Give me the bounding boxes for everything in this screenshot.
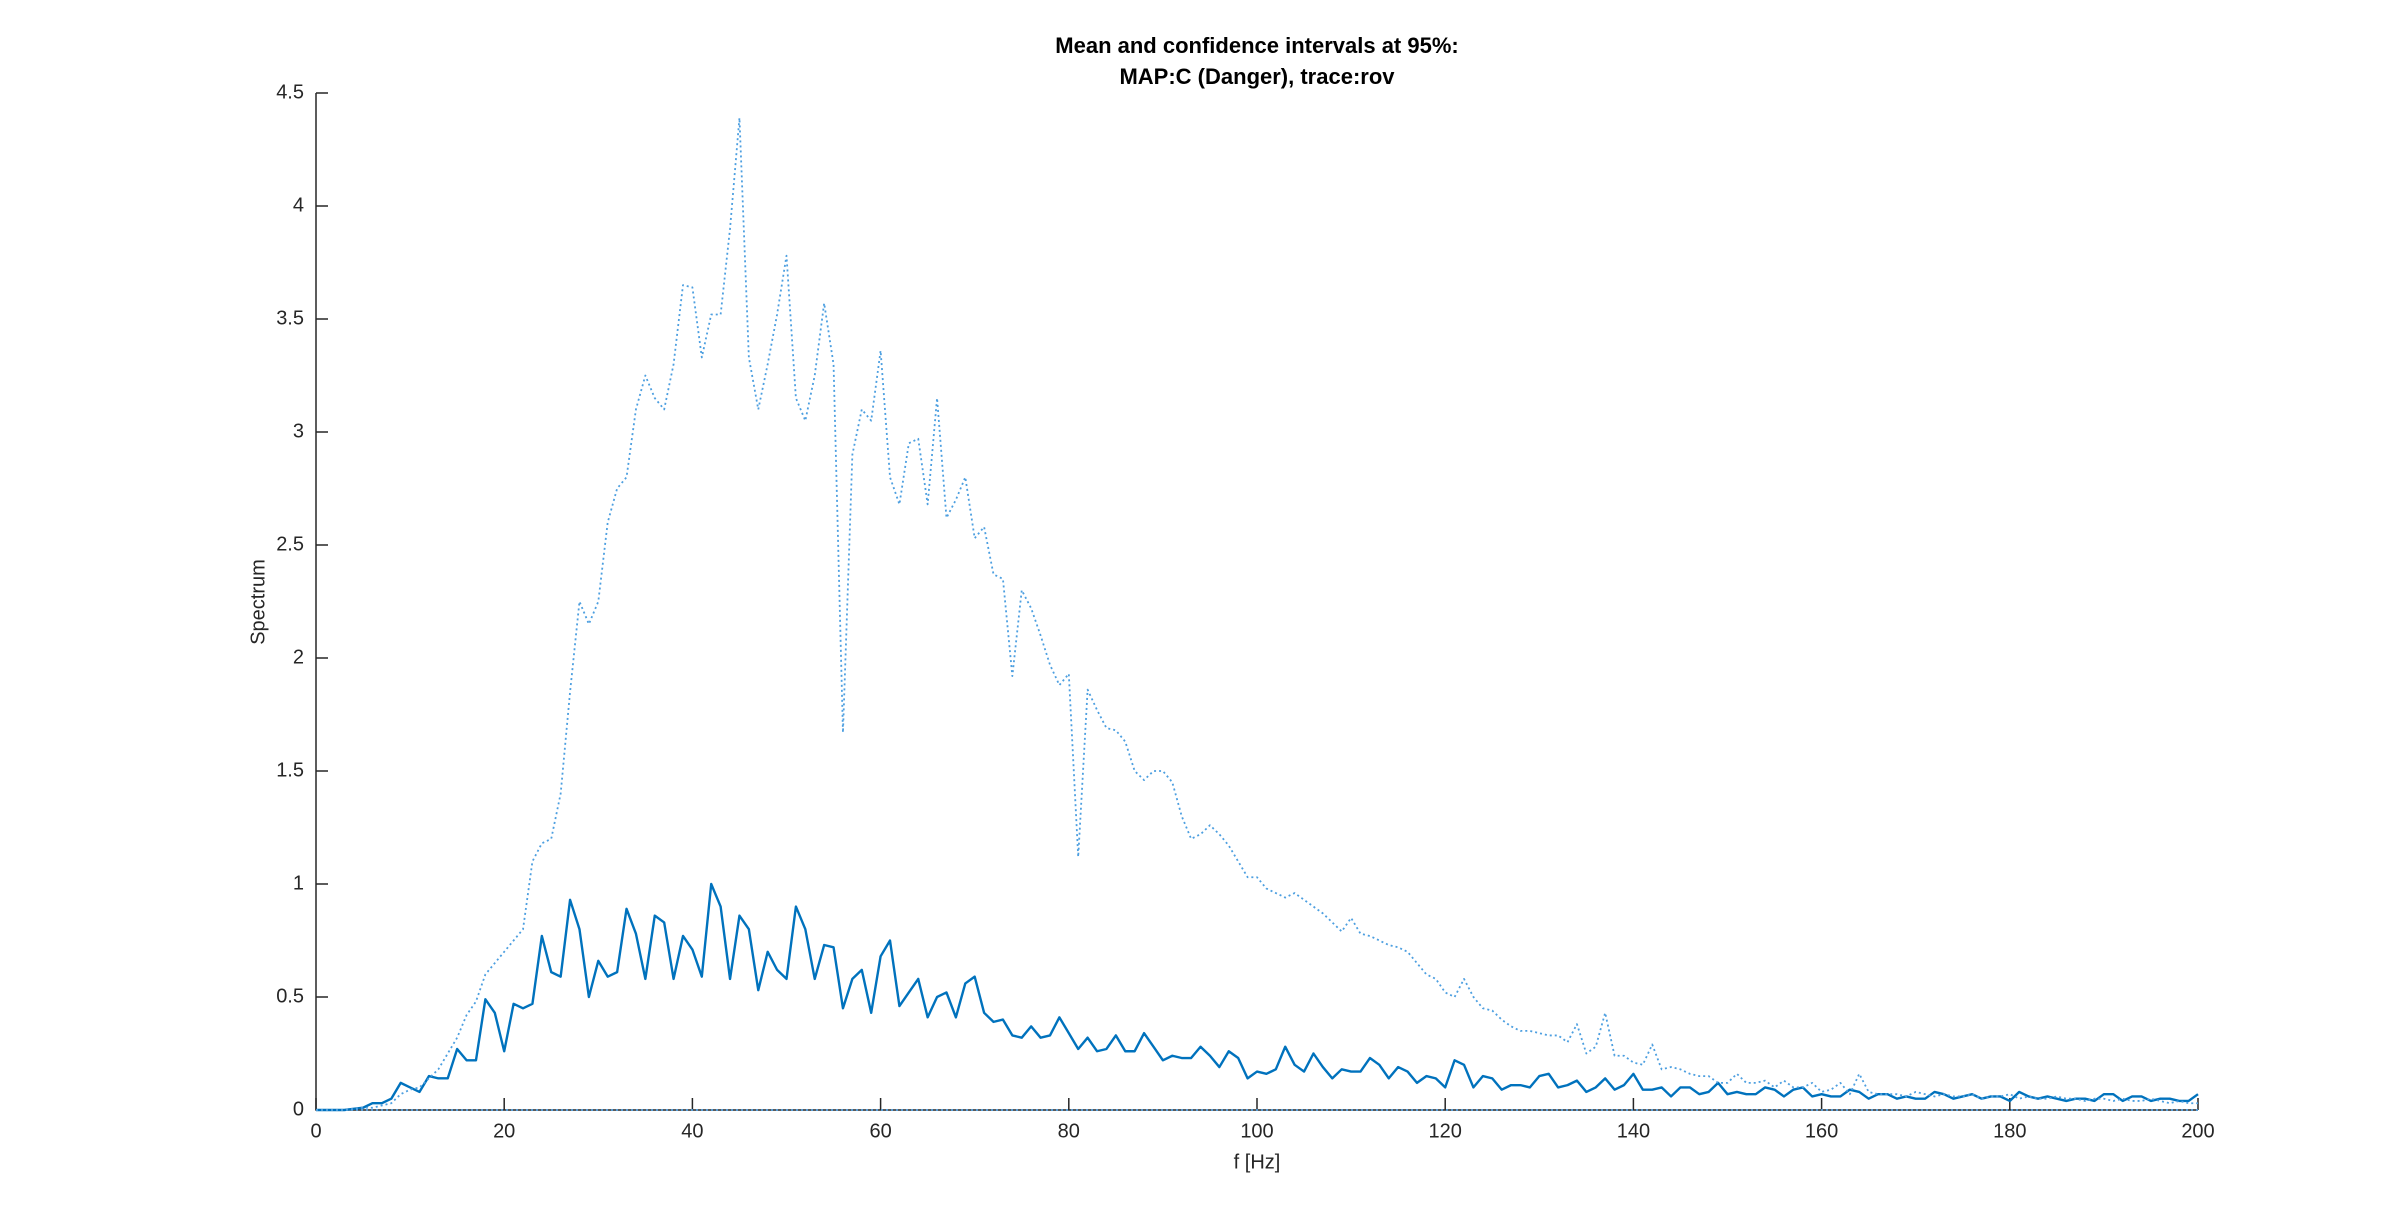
x-tick-label: 200 (2181, 1120, 2214, 1142)
y-tick-label: 4 (293, 194, 304, 216)
y-tick-label: 4.5 (276, 81, 304, 103)
confidence-line (316, 116, 2198, 1111)
y-tick-label: 1 (293, 872, 304, 894)
chart-title: Mean and confidence intervals at 95%: (1055, 33, 1458, 58)
x-axis-label: f [Hz] (1234, 1151, 1281, 1173)
y-tick-label: 0 (293, 1098, 304, 1120)
x-tick-label: 0 (310, 1120, 321, 1142)
y-tick-label: 3.5 (276, 307, 304, 329)
chart-subtitle: MAP:C (Danger), trace:rov (1119, 64, 1395, 89)
x-tick-label: 120 (1429, 1120, 1462, 1142)
x-tick-label: 140 (1617, 1120, 1650, 1142)
x-tick-label: 40 (681, 1120, 703, 1142)
x-tick-label: 180 (1993, 1120, 2026, 1142)
x-tick-label: 100 (1240, 1120, 1273, 1142)
mean-line (316, 882, 2199, 1112)
x-tick-label: 160 (1805, 1120, 1838, 1142)
y-tick-label: 2 (293, 646, 304, 668)
x-tick-label: 80 (1058, 1120, 1080, 1142)
y-tick-label: 2.5 (276, 533, 304, 555)
y-tick-label: 1.5 (276, 759, 304, 781)
x-tick-label: 60 (869, 1120, 891, 1142)
y-tick-label: 0.5 (276, 985, 304, 1007)
x-tick-label: 20 (493, 1120, 515, 1142)
y-axis-label: Spectrum (247, 559, 269, 645)
y-tick-label: 3 (293, 420, 304, 442)
